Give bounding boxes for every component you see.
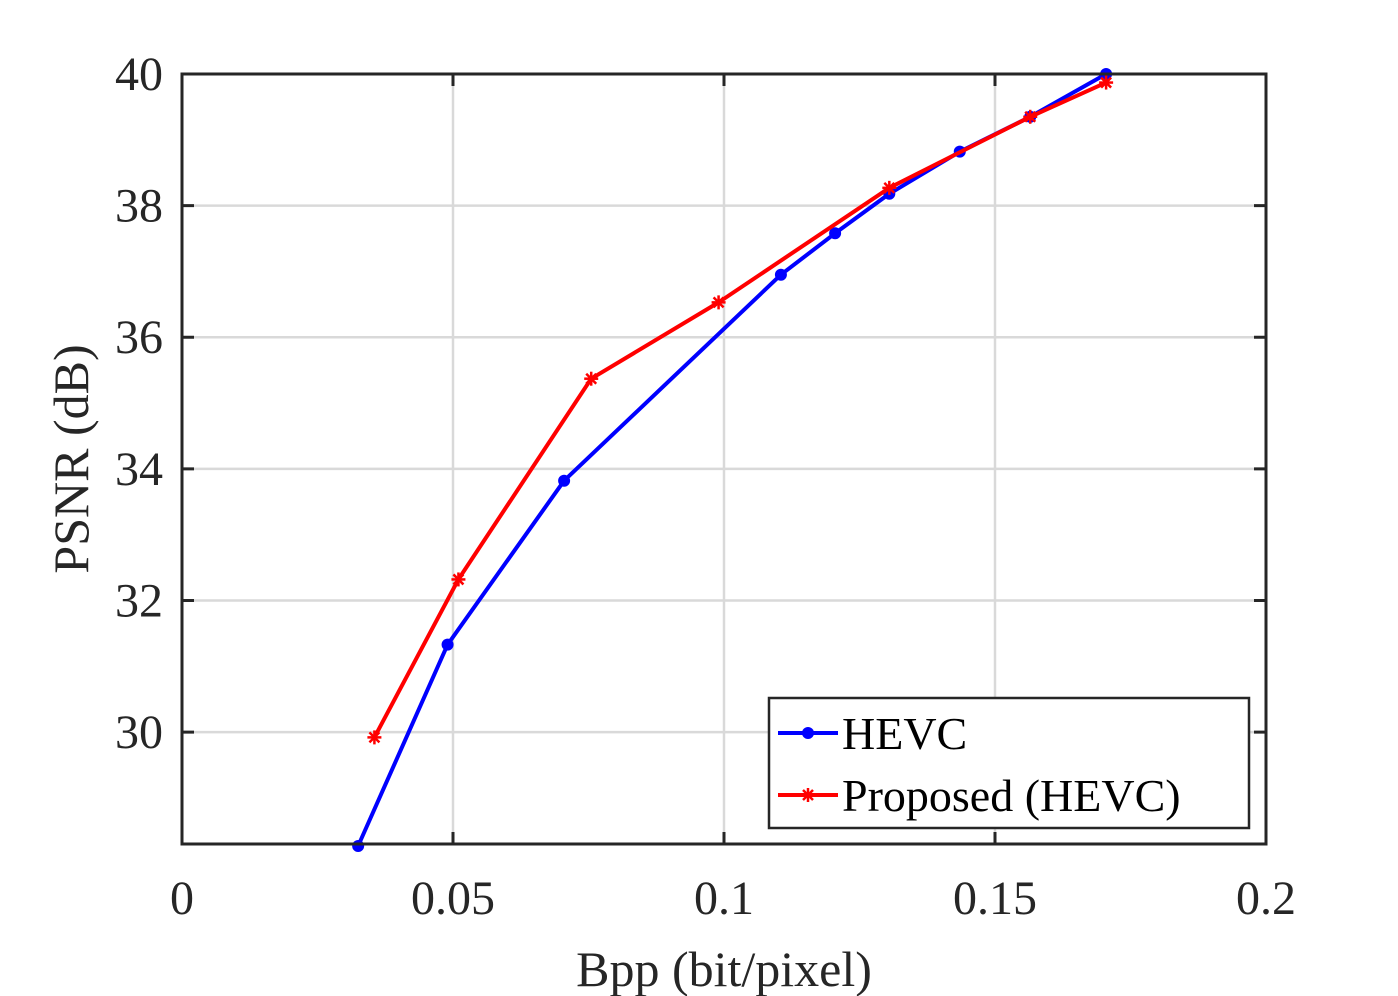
legend: HEVC Proposed (HEVC) xyxy=(767,696,1251,830)
legend-marker-hevc xyxy=(802,727,814,739)
x-tick-label: 0.15 xyxy=(953,872,1037,925)
data-point-hevc xyxy=(441,638,454,651)
grid-lines xyxy=(182,74,1266,844)
data-point-hevc xyxy=(829,227,842,240)
data-point-hevc xyxy=(774,268,787,281)
data-point-proposed xyxy=(451,572,466,587)
legend-label-hevc: HEVC xyxy=(842,708,967,759)
tick-labels: 0 0.05 0.1 0.15 0.2 30 32 34 36 38 40 xyxy=(115,48,1296,925)
data-point-proposed xyxy=(1099,75,1114,90)
data-point-proposed xyxy=(882,180,897,195)
data-point-proposed xyxy=(711,295,726,310)
y-tick-label: 38 xyxy=(115,180,163,233)
x-tick-label: 0 xyxy=(170,872,194,925)
y-axis-label: PSNR (dB) xyxy=(43,344,99,573)
data-point-proposed xyxy=(584,371,599,386)
data-point-hevc xyxy=(352,839,365,852)
legend-marker-proposed xyxy=(801,788,815,802)
y-tick-label: 40 xyxy=(115,48,163,101)
legend-star-glyph xyxy=(801,788,815,802)
y-tick-label: 34 xyxy=(115,443,163,496)
legend-box xyxy=(767,696,1251,830)
data-point-proposed xyxy=(367,730,382,745)
legend-label-proposed: Proposed (HEVC) xyxy=(842,770,1181,821)
x-axis-label: Bpp (bit/pixel) xyxy=(576,941,872,996)
tick-marks xyxy=(180,72,1268,844)
x-tick-label: 0.2 xyxy=(1236,872,1296,925)
y-tick-label: 32 xyxy=(115,574,163,627)
y-tick-label: 36 xyxy=(115,311,163,364)
y-tick-label: 30 xyxy=(115,706,163,759)
x-tick-label: 0.05 xyxy=(411,872,495,925)
x-tick-label: 0.1 xyxy=(694,872,754,925)
data-point-proposed xyxy=(1023,109,1038,124)
data-point-hevc xyxy=(558,474,571,487)
